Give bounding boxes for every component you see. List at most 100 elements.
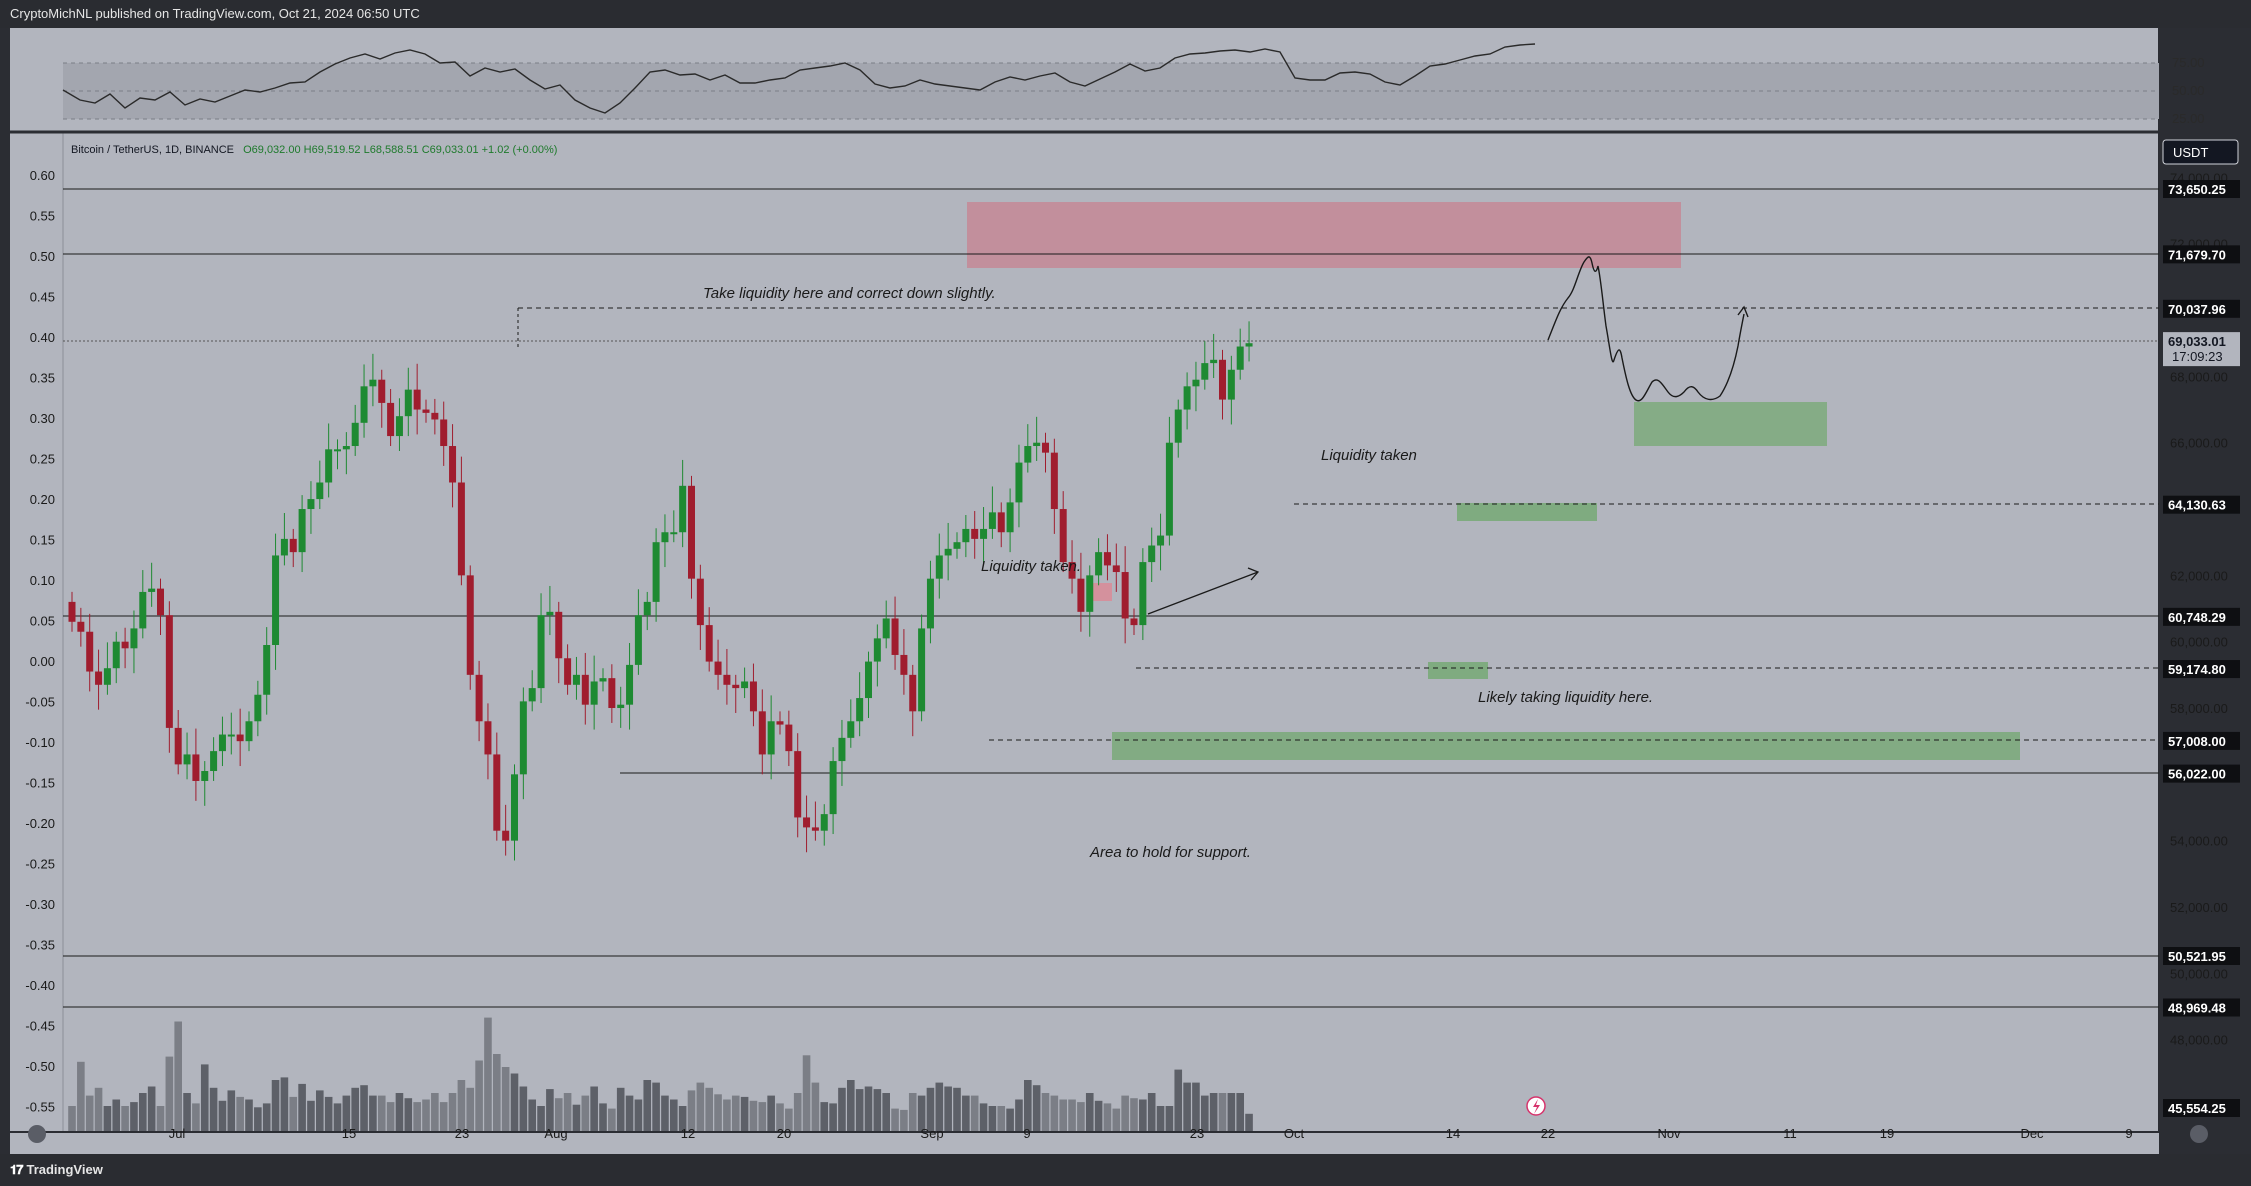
candle-body	[865, 661, 872, 699]
candle-body	[263, 644, 271, 695]
left-tick-label: -0.35	[25, 938, 55, 953]
candle-body	[449, 446, 457, 483]
volume-bar	[1130, 1098, 1138, 1132]
chart-area[interactable]: 75.00 50.00 25.00 Bitcoin / TetherUS, 1D…	[0, 28, 2251, 1154]
candle-body	[511, 774, 518, 841]
candle-body	[378, 379, 386, 403]
left-tick-label: 0.50	[30, 249, 55, 264]
candle-body	[139, 591, 147, 629]
time-tick-label: 20	[777, 1126, 791, 1141]
currency-button[interactable]	[2162, 139, 2239, 165]
settings-dot-right[interactable]	[2190, 1125, 2208, 1143]
volume-bar	[1103, 1103, 1112, 1132]
candle-body	[829, 761, 837, 815]
volume-bar	[484, 1017, 492, 1132]
volume-bar	[431, 1093, 439, 1132]
left-scale-ticks: 0.60 0.55 0.50 0.45 0.40 0.35 0.30 0.25 0.20 0.15…	[25, 168, 55, 1115]
tradingview-logo[interactable]: 𝟏𝟕 TradingView	[10, 1162, 103, 1178]
left-tick-label: -0.20	[25, 816, 55, 831]
volume-bar	[289, 1096, 298, 1132]
candle-body	[218, 734, 226, 752]
level-price: 50,521.95	[2168, 949, 2226, 964]
support-hold-zone[interactable]	[1112, 732, 2020, 760]
volume-bar	[183, 1093, 191, 1132]
candle-body	[493, 754, 501, 831]
currency-label: USDT	[2173, 145, 2208, 160]
candle-body	[537, 615, 545, 689]
volume-bar	[873, 1089, 882, 1132]
liquidity-zone-low[interactable]	[1428, 662, 1488, 679]
time-tick-label: Oct	[1284, 1126, 1305, 1141]
level-price: 69,033.01	[2168, 334, 2226, 349]
left-tick-label: 0.45	[30, 290, 55, 305]
support-zone-right[interactable]	[1634, 402, 1827, 446]
left-tick-label: -0.45	[25, 1019, 55, 1034]
volume-bar	[599, 1103, 607, 1132]
candle-body	[210, 751, 218, 772]
candle-body	[1015, 462, 1023, 503]
candle-body	[77, 621, 85, 632]
brand-name: TradingView	[26, 1162, 103, 1177]
candle-body	[351, 422, 359, 447]
projection-arrow	[1737, 305, 1749, 318]
volume-bar	[855, 1089, 864, 1132]
candle-body	[1059, 509, 1067, 563]
volume-bar	[705, 1087, 713, 1132]
volume-bar	[218, 1100, 227, 1132]
candle-body	[997, 512, 1005, 533]
candle-body	[811, 827, 819, 831]
candle-body	[953, 542, 961, 549]
volume-bar	[94, 1087, 103, 1132]
volume-bar	[962, 1095, 970, 1132]
candle-body	[148, 588, 156, 592]
level-label-box	[2163, 660, 2240, 679]
volume-bar	[85, 1095, 94, 1132]
annotation-liquidity-taken-1: Liquidity taken.	[981, 558, 1081, 575]
price-pane[interactable]	[10, 132, 2159, 1132]
candle-body	[608, 678, 616, 709]
settings-dot-left[interactable]	[28, 1125, 46, 1143]
candle-body	[838, 737, 846, 762]
volume-bar	[731, 1095, 740, 1132]
annotation-likely-liquidity: Likely taking liquidity here.	[1478, 689, 1653, 706]
resistance-zone[interactable]	[967, 202, 1681, 268]
candle-body	[192, 754, 200, 781]
volume-bar	[404, 1098, 413, 1132]
volume-bar	[908, 1093, 917, 1132]
candle-body	[519, 701, 527, 775]
liquidity-arrow	[1147, 571, 1259, 615]
candle-body	[457, 482, 465, 576]
level-label-box	[2163, 332, 2240, 367]
candle-body	[856, 698, 864, 722]
candle-body	[935, 555, 943, 579]
candle-body	[528, 688, 536, 702]
volume-bar	[112, 1099, 121, 1132]
candle-body	[183, 754, 191, 765]
candle-body	[1024, 446, 1032, 463]
annotation-area-support: Area to hold for support.	[1089, 844, 1251, 861]
candle-body	[68, 601, 76, 622]
candle-body	[95, 671, 103, 685]
candle-body	[1148, 545, 1156, 563]
time-axis[interactable]	[10, 1132, 2159, 1154]
publisher-info: CryptoMichNL published on TradingView.co…	[10, 6, 420, 21]
liquidity-zone-oct[interactable]	[1457, 503, 1597, 521]
volume-bar	[369, 1095, 377, 1132]
volume-bar	[590, 1086, 598, 1132]
volume-bar	[670, 1099, 678, 1132]
left-tick-label: 0.55	[30, 209, 55, 224]
candle-body	[634, 615, 642, 665]
volume-bar	[643, 1080, 652, 1132]
volume-bar	[395, 1093, 404, 1132]
candle-body	[688, 485, 695, 579]
volume-bar	[820, 1102, 829, 1132]
candle-body	[741, 681, 749, 689]
candle-body	[475, 674, 483, 722]
volume-bar	[917, 1095, 926, 1132]
volume-bar	[1024, 1080, 1032, 1132]
volume-bar	[625, 1095, 634, 1132]
volume-bar	[1041, 1093, 1050, 1132]
price-tick-label: 54,000.00	[2170, 834, 2228, 849]
candle-body	[1086, 575, 1094, 612]
top-bar: CryptoMichNL published on TradingView.co…	[0, 0, 2251, 28]
